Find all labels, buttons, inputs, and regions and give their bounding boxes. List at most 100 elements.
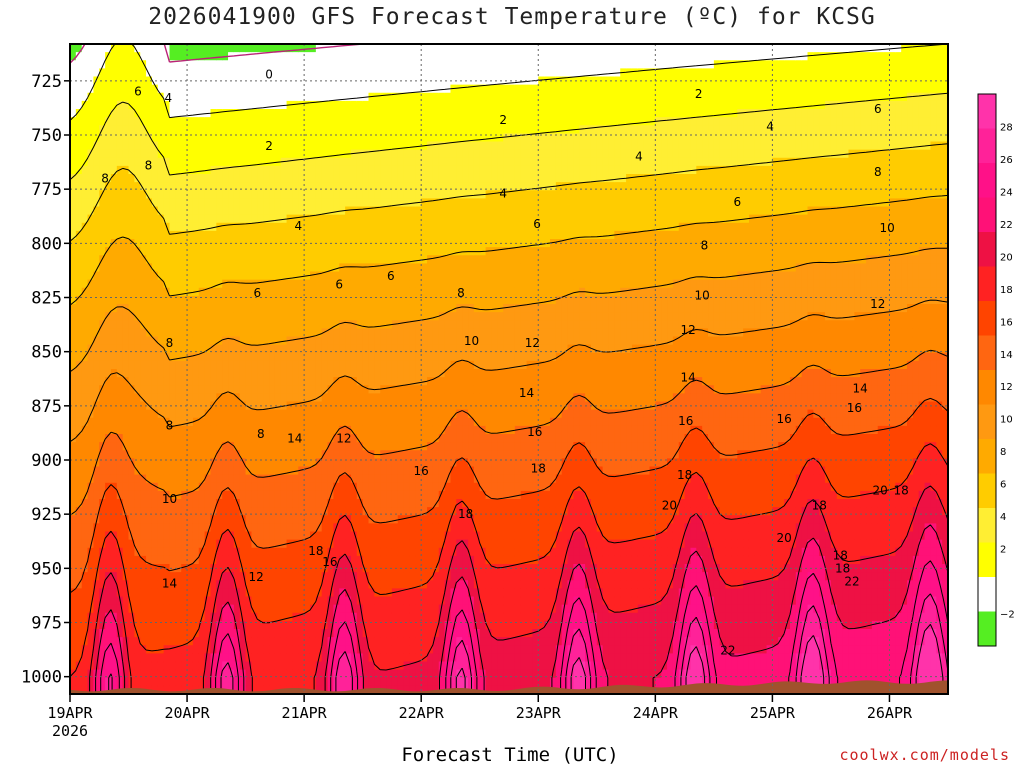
field-cell xyxy=(239,117,247,126)
field-cell xyxy=(409,515,416,524)
field-cell xyxy=(210,637,217,646)
field-cell xyxy=(204,385,212,394)
field-cell xyxy=(421,109,428,118)
field-cell xyxy=(146,92,153,102)
field-cell xyxy=(280,165,288,175)
field-cell xyxy=(251,425,258,435)
field-cell xyxy=(140,117,147,126)
field-cell xyxy=(222,157,229,167)
field-cell xyxy=(304,125,311,134)
field-cell xyxy=(356,304,364,313)
field-cell xyxy=(99,669,106,679)
field-cell xyxy=(175,442,182,451)
field-cell xyxy=(175,629,182,638)
field-cell xyxy=(286,222,294,232)
field-cell xyxy=(233,637,241,646)
field-cell xyxy=(368,352,375,362)
field-cell xyxy=(245,174,253,183)
field-cell xyxy=(386,401,393,411)
field-cell xyxy=(280,109,288,118)
field-cell xyxy=(362,458,370,468)
field-cell xyxy=(368,206,375,216)
field-cell xyxy=(263,385,270,394)
field-cell xyxy=(228,247,235,256)
field-cell xyxy=(391,214,399,224)
field-cell xyxy=(245,117,253,126)
field-cell xyxy=(81,182,89,191)
field-cell xyxy=(380,328,387,338)
field-cell xyxy=(245,645,253,654)
field-cell xyxy=(368,612,375,622)
field-cell xyxy=(128,141,135,151)
field-cell xyxy=(122,133,130,143)
field-cell xyxy=(368,312,375,321)
field-cell xyxy=(239,645,247,654)
field-cell xyxy=(146,425,153,435)
field-cell xyxy=(134,417,141,427)
field-cell xyxy=(286,328,294,338)
field-cell xyxy=(192,198,200,208)
field-cell xyxy=(99,92,106,102)
field-cell xyxy=(110,271,118,281)
field-cell xyxy=(99,596,106,606)
field-cell xyxy=(427,133,434,143)
field-cell xyxy=(163,661,171,671)
field-cell xyxy=(274,100,282,110)
field-cell xyxy=(187,157,194,167)
field-cell xyxy=(350,499,358,508)
field-cell xyxy=(222,531,229,541)
field-cell xyxy=(151,247,159,256)
field-cell xyxy=(181,84,188,94)
field-cell xyxy=(263,312,270,321)
field-cell xyxy=(350,564,358,573)
field-cell xyxy=(99,247,106,256)
field-cell xyxy=(110,352,118,362)
field-cell xyxy=(339,645,346,654)
field-cell xyxy=(87,645,95,654)
field-cell xyxy=(70,328,77,338)
field-cell xyxy=(128,206,135,216)
field-cell xyxy=(298,425,305,435)
field-cell xyxy=(169,76,176,86)
field-cell xyxy=(263,661,270,671)
field-cell xyxy=(251,52,258,61)
field-cell xyxy=(169,515,176,524)
field-cell xyxy=(175,328,182,338)
field-cell xyxy=(391,547,399,557)
field-cell xyxy=(187,336,194,346)
field-cell xyxy=(210,555,217,565)
field-cell xyxy=(222,141,229,151)
field-cell xyxy=(70,685,77,694)
field-cell xyxy=(192,425,200,435)
field-cell xyxy=(245,206,253,216)
field-cell xyxy=(87,620,95,630)
field-cell xyxy=(304,92,311,102)
field-cell xyxy=(362,620,370,630)
field-cell xyxy=(99,685,106,694)
field-cell xyxy=(292,572,299,581)
field-cell xyxy=(187,604,194,614)
field-cell xyxy=(315,125,323,134)
field-cell xyxy=(169,685,176,694)
field-cell xyxy=(350,222,358,232)
field-cell xyxy=(362,499,370,508)
field-cell xyxy=(421,117,428,126)
field-cell xyxy=(257,360,264,370)
field-cell xyxy=(321,182,329,191)
field-cell xyxy=(140,76,147,86)
field-cell xyxy=(128,620,135,630)
field-cell xyxy=(391,328,399,338)
field-cell xyxy=(93,44,100,53)
field-cell xyxy=(146,547,153,557)
field-cell xyxy=(427,612,434,622)
field-cell xyxy=(134,68,141,78)
field-cell xyxy=(298,555,305,565)
field-cell xyxy=(151,442,159,451)
field-cell xyxy=(228,474,235,484)
field-cell xyxy=(128,214,135,224)
field-cell xyxy=(391,409,399,419)
field-cell xyxy=(157,685,165,694)
field-cell xyxy=(257,466,264,476)
field-cell xyxy=(204,409,212,419)
field-cell xyxy=(210,434,217,443)
